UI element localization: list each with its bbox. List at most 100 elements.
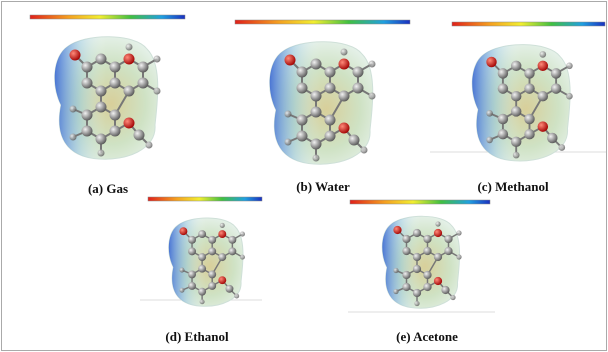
panel-label: (a) Gas [88,181,128,196]
carbon-atom [208,282,216,290]
carbon-atom [138,62,149,73]
oxygen-atom [434,229,442,237]
oxygen-atom [70,50,81,61]
oxygen-atom [538,121,548,131]
carbon-atom [511,61,521,71]
hydrogen-atom [435,221,440,226]
color-bar [235,20,410,24]
panel-label: (e) Acetone [396,329,458,344]
oxygen-atom [218,276,226,284]
carbon-atom [402,247,410,255]
hydrogen-atom [313,155,320,162]
carbon-atom [82,126,93,137]
carbon-atom [82,62,93,73]
carbon-atom [423,283,431,291]
oxygen-atom [538,61,548,71]
hydrogen-atom [220,223,225,228]
hydrogen-atom [486,137,493,144]
carbon-atom [96,134,107,145]
oxygen-atom [339,123,350,134]
hydrogen-atom [146,142,153,149]
carbon-atom [524,129,534,139]
hydrogen-atom [456,230,461,235]
hydrogen-atom [513,152,520,159]
hydrogen-atom [154,88,161,95]
panel [30,15,185,159]
figure: (a) Gas(b) Water(c) Methanol(d) Ethanol(… [0,0,608,352]
hydrogen-atom [70,106,77,113]
oxygen-atom [393,226,401,234]
hydrogen-atom [234,293,239,298]
hydrogen-atom [179,268,184,273]
hydrogen-atom [285,139,292,146]
carbon-atom [547,133,557,143]
hydrogen-atom [285,111,292,118]
carbon-atom [353,67,364,78]
carbon-atom [498,129,508,139]
hydrogen-atom [414,301,419,306]
carbon-atom [423,235,431,243]
carbon-atom [538,91,548,101]
carbon-atom [198,265,206,273]
panel [148,197,262,306]
carbon-atom [188,270,196,278]
panel [350,200,490,308]
carbon-atom [339,91,350,102]
carbon-atom [311,107,322,118]
carbon-atom [444,235,452,243]
carbon-atom [208,236,216,244]
hydrogen-atom [393,289,398,294]
hydrogen-atom [154,56,161,63]
carbon-atom [524,68,534,78]
hydrogen-atom [70,134,77,141]
carbon-atom [498,114,508,124]
color-bar [148,197,262,201]
carbon-atom [96,102,107,113]
carbon-atom [413,253,421,261]
hydrogen-atom [369,61,376,68]
carbon-atom [498,68,508,78]
carbon-atom [124,86,135,97]
carbon-atom [198,253,206,261]
carbon-atom [511,137,521,147]
carbon-atom [297,83,308,94]
panel-label: (d) Ethanol [165,329,229,344]
hydrogen-atom [558,144,565,151]
carbon-atom [198,288,206,296]
carbon-atom [110,110,121,121]
carbon-atom [297,131,308,142]
hydrogen-atom [240,232,245,237]
hydrogen-atom [179,288,184,293]
carbon-atom [110,78,121,89]
carbon-atom [423,247,431,255]
carbon-atom [402,271,410,279]
carbon-atom [413,289,421,297]
carbon-atom [188,247,196,255]
color-bar [452,22,605,26]
hydrogen-atom [98,150,105,157]
carbon-atom [218,253,226,261]
carbon-atom [444,247,452,255]
hydrogen-atom [240,255,245,260]
carbon-atom [208,247,216,255]
hydrogen-atom [456,254,461,259]
oxygen-atom [124,54,135,65]
carbon-atom [228,236,236,244]
carbon-atom [524,114,534,124]
carbon-atom [498,83,508,93]
color-bar [30,15,185,19]
hydrogen-atom [486,110,493,117]
hydrogen-atom [369,93,376,100]
carbon-atom [441,286,449,294]
hydrogen-atom [361,147,368,154]
oxygen-atom [486,57,496,67]
carbon-atom [208,270,216,278]
hydrogen-atom [200,299,205,304]
carbon-atom [551,83,561,93]
hydrogen-atom [539,51,546,58]
carbon-atom [198,230,206,238]
hydrogen-atom [566,93,573,100]
carbon-atom [82,78,93,89]
hydrogen-atom [341,49,348,56]
panel [235,20,410,164]
